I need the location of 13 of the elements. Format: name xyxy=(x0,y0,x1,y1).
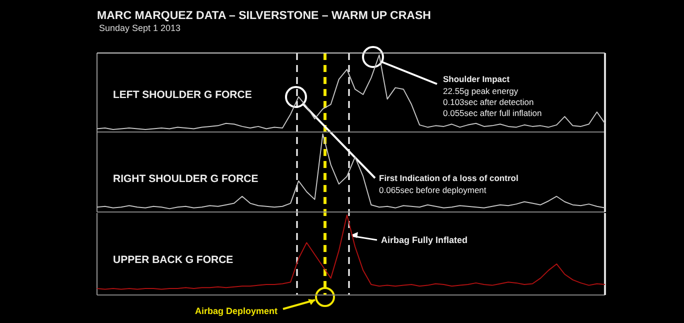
annotation: 22.55g peak energy xyxy=(443,86,519,96)
annotation: First Indication of a loss of control xyxy=(379,173,518,183)
series-label: UPPER BACK G FORCE xyxy=(113,254,234,266)
annotation: 0.065sec before deployment xyxy=(379,185,487,195)
text: Airbag Deployment xyxy=(195,306,278,316)
chart-title: MARC MARQUEZ DATA – SILVERSTONE – WARM UP CRASH xyxy=(97,10,431,22)
annotation: Shoulder Impact xyxy=(443,74,510,84)
annotation: 0.103sec after detection xyxy=(443,97,534,107)
annotation: Airbag Fully Inflated xyxy=(381,235,468,245)
series-label: RIGHT SHOULDER G FORCE xyxy=(113,173,258,185)
text: LEFT SHOULDER G FORCE xyxy=(113,89,252,101)
chart-subtitle: Sunday Sept 1 2013 xyxy=(99,23,181,33)
annotation: 0.055sec after full inflation xyxy=(443,108,542,118)
